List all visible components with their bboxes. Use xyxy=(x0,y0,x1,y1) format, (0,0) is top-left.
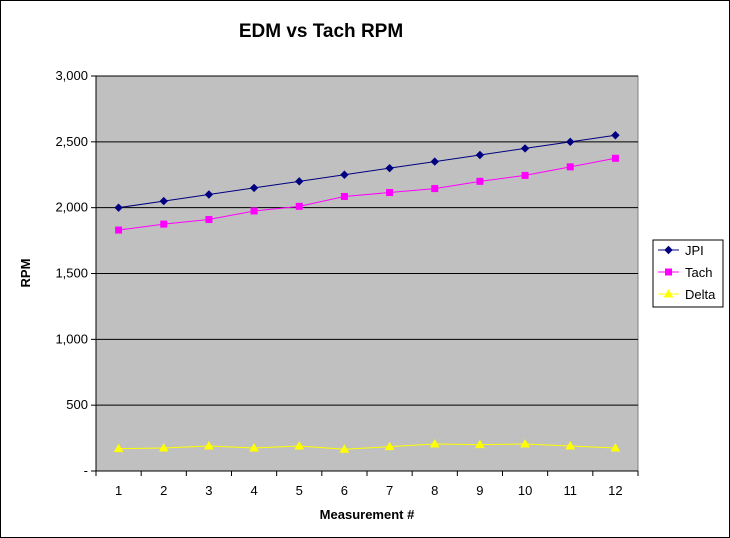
series-delta xyxy=(113,439,621,453)
series-line xyxy=(118,443,616,450)
data-point-diamond xyxy=(664,245,673,255)
data-point-diamond xyxy=(520,144,530,153)
gridlines xyxy=(96,75,638,406)
x-tick-label: 10 xyxy=(518,483,532,498)
x-tick-label: 3 xyxy=(205,483,212,498)
data-point-diamond xyxy=(475,150,485,160)
data-point-diamond xyxy=(204,190,214,199)
legend-item-delta: Delta xyxy=(658,287,716,302)
data-point-square xyxy=(250,207,258,215)
chart-title: EDM vs Tach RPM xyxy=(239,21,403,42)
legend-label: Delta xyxy=(685,287,716,302)
legend-label: JPI xyxy=(685,243,704,258)
data-point-diamond xyxy=(566,137,575,147)
data-point-square xyxy=(476,177,484,185)
x-tick-label: 9 xyxy=(476,483,483,498)
data-point-triangle xyxy=(249,442,259,452)
data-point-square xyxy=(566,163,574,171)
data-point-square xyxy=(521,171,529,179)
data-point-diamond xyxy=(295,177,304,186)
data-point-diamond xyxy=(611,131,620,140)
data-point-diamond xyxy=(249,183,259,193)
y-tick-label: 500 xyxy=(66,397,88,412)
data-point-square xyxy=(611,154,619,162)
data-point-diamond xyxy=(114,203,123,212)
x-tick-label: 11 xyxy=(564,483,578,498)
data-point-triangle xyxy=(610,442,621,452)
data-point-triangle xyxy=(475,439,485,449)
data-point-triangle xyxy=(565,440,576,450)
data-point-square xyxy=(205,216,213,224)
series-line xyxy=(118,157,616,231)
y-axis-title: RPM xyxy=(18,259,33,288)
series-line xyxy=(118,134,616,209)
data-point-triangle xyxy=(384,441,395,451)
data-point-square xyxy=(665,268,672,276)
y-tick-label: 3,000 xyxy=(55,68,88,83)
data-point-diamond xyxy=(340,170,349,179)
series-jpi xyxy=(114,131,620,212)
legend-item-tach: Tach xyxy=(658,265,712,280)
x-tick-label: 7 xyxy=(386,483,393,498)
data-point-diamond xyxy=(159,196,168,206)
legend-item-jpi: JPI xyxy=(658,243,704,258)
legend: JPI Tach Delta xyxy=(652,239,724,308)
x-axis-title: Measurement # xyxy=(320,507,415,522)
y-tick-label: 1,000 xyxy=(55,331,88,346)
x-tick-label: 6 xyxy=(341,483,348,498)
y-tick-label: 1,500 xyxy=(55,266,88,281)
data-point-square xyxy=(431,185,439,193)
series-tach xyxy=(115,154,619,234)
data-point-diamond xyxy=(430,157,439,166)
data-point-triangle xyxy=(113,443,124,453)
data-point-square xyxy=(160,220,168,228)
data-point-triangle xyxy=(204,440,214,450)
x-tick-label: 4 xyxy=(250,483,257,498)
y-tick-label: - xyxy=(84,463,88,478)
series-layer xyxy=(113,131,621,453)
x-tick-label: 12 xyxy=(608,483,622,498)
data-point-square xyxy=(115,226,123,234)
y-tick-label: 2,500 xyxy=(55,134,88,149)
x-tick-label: 8 xyxy=(431,483,438,498)
data-point-triangle xyxy=(663,288,674,298)
data-point-square xyxy=(295,202,303,210)
data-point-triangle xyxy=(520,439,530,448)
data-point-square xyxy=(386,189,394,197)
data-point-triangle xyxy=(339,444,350,453)
x-tick-label: 1 xyxy=(115,483,122,498)
y-tick-label: 2,000 xyxy=(55,200,88,215)
data-point-diamond xyxy=(385,163,394,173)
legend-label: Tach xyxy=(685,265,712,280)
x-tick-label: 5 xyxy=(296,483,303,498)
data-point-triangle xyxy=(158,442,169,452)
data-point-triangle xyxy=(294,440,305,450)
x-tick-label: 2 xyxy=(160,483,167,498)
data-point-square xyxy=(340,192,348,200)
data-point-triangle xyxy=(429,439,440,448)
